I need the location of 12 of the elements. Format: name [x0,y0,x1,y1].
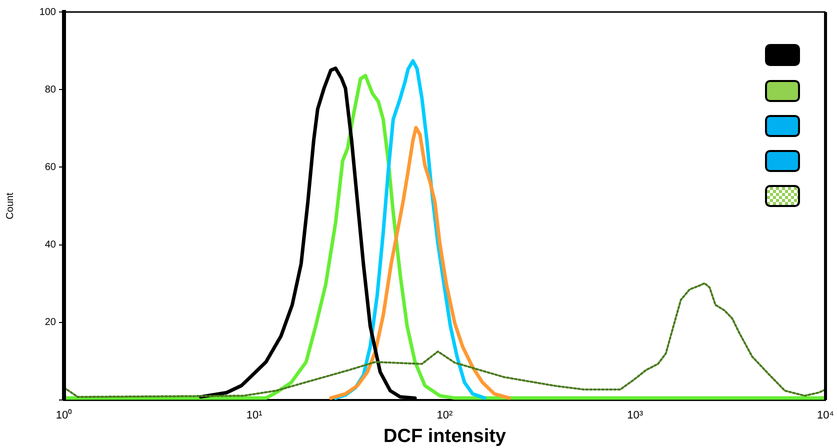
y-tick-label: 20 [44,317,56,328]
x-tick-label: 10² [436,410,454,422]
y-tick-label: 60 [44,162,56,173]
x-tick-label: 10⁰ [56,408,72,422]
y-tick-label: 40 [44,240,56,251]
x-tick-label: 10³ [627,410,644,422]
y-axis-title: Count [4,192,16,220]
x-axis-title: DCF intensity [384,426,506,447]
y-tick-label: 80 [44,84,56,96]
x-tick-label: 10⁴ [817,410,834,422]
x-tick-label: 10¹ [246,410,263,422]
y-tick-label: 100 [39,6,56,18]
